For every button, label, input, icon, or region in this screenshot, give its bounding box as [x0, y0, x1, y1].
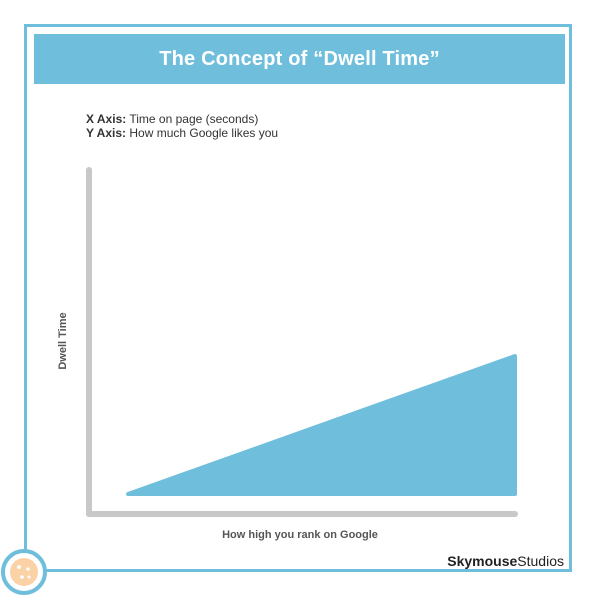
chart-title: The Concept of “Dwell Time”	[159, 47, 440, 70]
brand-regular: Studios	[517, 553, 564, 569]
y-axis-note: Y Axis: How much Google likes you	[86, 126, 278, 140]
y-axis-key: Y Axis:	[86, 126, 127, 140]
axis-legend-note: X Axis: Time on page (seconds) Y Axis: H…	[86, 112, 278, 140]
x-axis-text: Time on page (seconds)	[126, 112, 259, 126]
x-axis-label: How high you rank on Google	[222, 529, 378, 541]
brand-bold: Skymouse	[447, 553, 518, 569]
brand-logo-text: SkymouseStudios	[447, 553, 564, 569]
y-axis-label: Dwell Time	[57, 312, 69, 370]
area-series	[126, 354, 517, 496]
y-axis-text: How much Google likes you	[126, 126, 279, 140]
title-banner: The Concept of “Dwell Time”	[34, 34, 565, 84]
x-axis-key: X Axis:	[86, 112, 127, 126]
cookie-icon	[1, 549, 47, 595]
x-axis-note: X Axis: Time on page (seconds)	[86, 112, 278, 126]
